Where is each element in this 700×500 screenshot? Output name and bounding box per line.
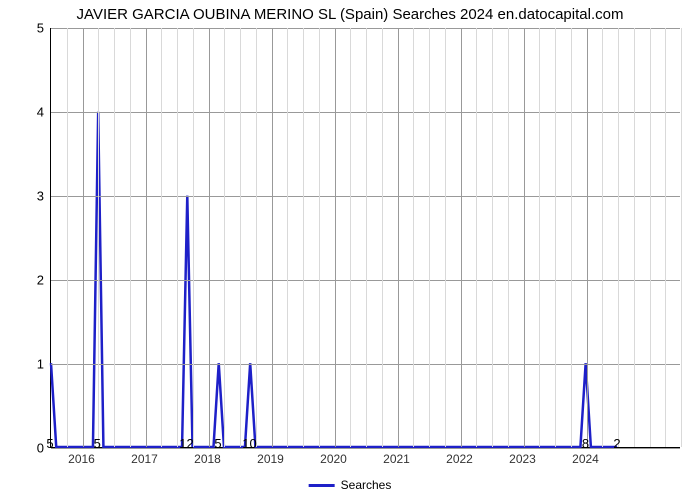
grid-v xyxy=(650,28,651,447)
peak-label: 5 xyxy=(46,436,53,451)
plot-area xyxy=(50,28,680,448)
ytick-label: 1 xyxy=(24,357,44,372)
grid-v xyxy=(256,28,257,447)
grid-v xyxy=(224,28,225,447)
peak-label: 10 xyxy=(242,436,256,451)
ytick-label: 4 xyxy=(24,105,44,120)
ytick-label: 0 xyxy=(24,441,44,456)
ytick-label: 2 xyxy=(24,273,44,288)
grid-v xyxy=(602,28,603,447)
ytick-label: 5 xyxy=(24,21,44,36)
grid-v xyxy=(366,28,367,447)
grid-v xyxy=(413,28,414,447)
grid-v xyxy=(98,28,99,447)
xtick-label: 2016 xyxy=(68,452,95,466)
xtick-label: 2021 xyxy=(383,452,410,466)
grid-v xyxy=(177,28,178,447)
grid-v xyxy=(83,28,84,447)
grid-v xyxy=(382,28,383,447)
xtick-label: 2022 xyxy=(446,452,473,466)
grid-v xyxy=(681,28,682,447)
grid-v xyxy=(350,28,351,447)
grid-v xyxy=(114,28,115,447)
grid-v xyxy=(445,28,446,447)
legend: Searches xyxy=(309,478,392,492)
chart-title: JAVIER GARCIA OUBINA MERINO SL (Spain) S… xyxy=(0,6,700,23)
legend-swatch xyxy=(309,484,335,487)
xtick-label: 2018 xyxy=(194,452,221,466)
grid-v xyxy=(508,28,509,447)
grid-v xyxy=(193,28,194,447)
ytick-label: 3 xyxy=(24,189,44,204)
grid-v xyxy=(209,28,210,447)
grid-v xyxy=(335,28,336,447)
grid-v xyxy=(398,28,399,447)
grid-v xyxy=(240,28,241,447)
xtick-label: 2019 xyxy=(257,452,284,466)
grid-v xyxy=(429,28,430,447)
search-chart: JAVIER GARCIA OUBINA MERINO SL (Spain) S… xyxy=(0,0,700,500)
xtick-label: 2024 xyxy=(572,452,599,466)
grid-v xyxy=(461,28,462,447)
grid-v xyxy=(618,28,619,447)
peak-label: 2 xyxy=(613,436,620,451)
grid-v xyxy=(303,28,304,447)
grid-v xyxy=(272,28,273,447)
grid-v xyxy=(287,28,288,447)
grid-v xyxy=(524,28,525,447)
grid-v xyxy=(587,28,588,447)
xtick-label: 2017 xyxy=(131,452,158,466)
xtick-label: 2020 xyxy=(320,452,347,466)
peak-label: 12 xyxy=(179,436,193,451)
peak-label: 5 xyxy=(94,436,101,451)
grid-v xyxy=(571,28,572,447)
grid-v xyxy=(539,28,540,447)
grid-v xyxy=(67,28,68,447)
grid-v xyxy=(476,28,477,447)
grid-v xyxy=(555,28,556,447)
grid-v xyxy=(665,28,666,447)
grid-v xyxy=(161,28,162,447)
grid-v xyxy=(146,28,147,447)
xtick-label: 2023 xyxy=(509,452,536,466)
grid-v xyxy=(319,28,320,447)
grid-v xyxy=(492,28,493,447)
peak-label: 8 xyxy=(582,436,589,451)
legend-label: Searches xyxy=(341,478,392,492)
peak-label: 5 xyxy=(214,436,221,451)
grid-v xyxy=(634,28,635,447)
grid-v xyxy=(130,28,131,447)
